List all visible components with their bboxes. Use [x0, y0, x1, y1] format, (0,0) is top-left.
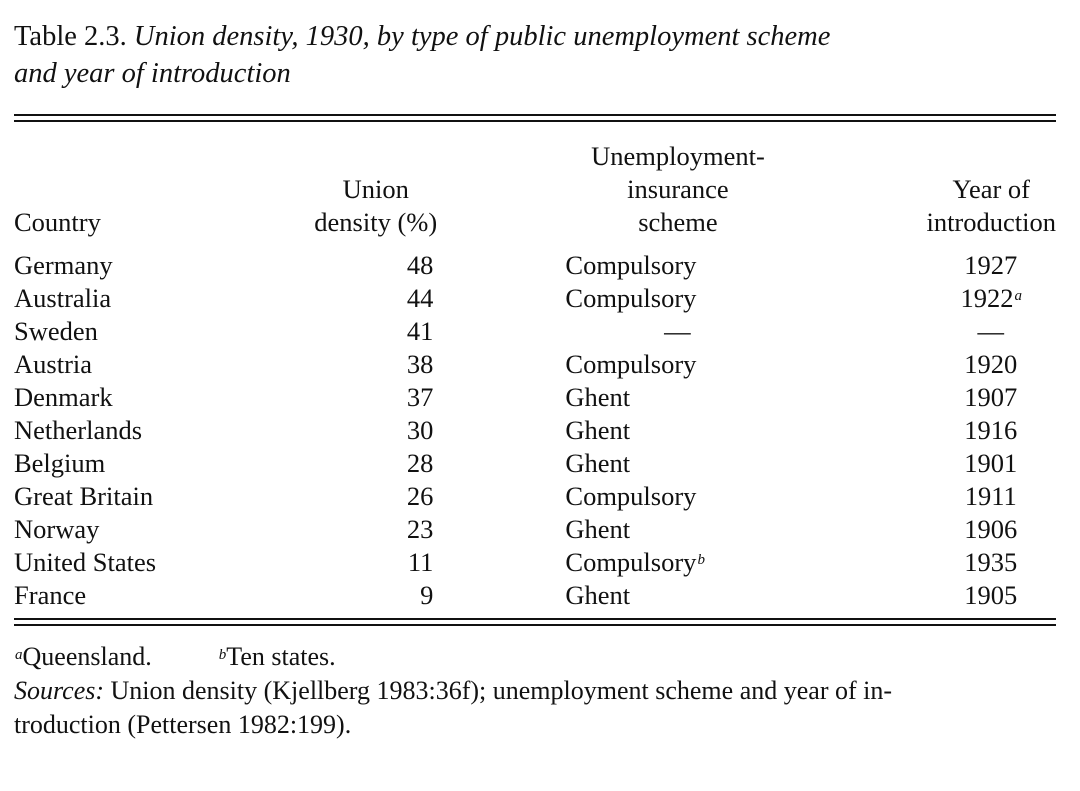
cell-density: 30	[406, 415, 434, 445]
header-scheme: Unemployment- insurance scheme	[591, 141, 765, 237]
table-title-line2: and year of introduction	[14, 58, 291, 89]
table-caption: Table 2.3. Union density, 1930, by type …	[14, 18, 1056, 92]
table-notes: aQueensland. bTen states. Sources: Union …	[14, 640, 1056, 742]
cell-year: 1901	[964, 448, 1018, 478]
top-double-rule	[14, 114, 1056, 122]
header-density: Union density (%)	[314, 174, 438, 237]
cell-scheme: Compulsory	[565, 349, 697, 379]
cell-country: Denmark	[14, 382, 113, 412]
cell-scheme: Compulsory	[565, 481, 697, 511]
cell-density: 28	[406, 448, 434, 478]
cell-density: 37	[406, 382, 434, 412]
cell-scheme: Ghent	[565, 415, 631, 445]
cell-country: Sweden	[14, 316, 98, 346]
cell-year: 1906	[964, 514, 1018, 544]
cell-year: —	[977, 316, 1004, 346]
footnote-b-mark: b	[218, 647, 227, 663]
table-row: Denmark 37 Ghent 1907	[14, 381, 1056, 414]
cell-density: 41	[406, 316, 434, 346]
cell-year: 1922a	[960, 283, 1022, 313]
cell-scheme: Compulsoryb	[565, 547, 705, 577]
cell-country: Germany	[14, 250, 113, 280]
cell-country: Austria	[14, 349, 93, 379]
cell-density: 38	[406, 349, 434, 379]
sources-line1: Sources: Union density (Kjellberg 1983:3…	[14, 674, 1056, 708]
footnote-line: aQueensland. bTen states.	[14, 640, 1056, 674]
sources-text-line1: Union density (Kjellberg 1983:36f); unem…	[110, 676, 893, 705]
cell-density: 11	[407, 547, 434, 577]
header-row: Country Union density (%) Unemployment- …	[14, 140, 1056, 239]
table-label: Table 2.3.	[14, 21, 127, 52]
cell-year: 1911	[964, 481, 1017, 511]
cell-year: 1907	[964, 382, 1018, 412]
header-country: Country	[14, 207, 101, 237]
cell-scheme: Ghent	[565, 580, 631, 610]
cell-country: Great Britain	[14, 481, 154, 511]
cell-scheme: Compulsory	[565, 283, 697, 313]
cell-scheme: —	[664, 316, 691, 346]
table-row: Germany 48 Compulsory 1927	[14, 249, 1056, 282]
table-row: Netherlands 30 Ghent 1916	[14, 414, 1056, 447]
cell-country: United States	[14, 547, 157, 577]
cell-scheme: Ghent	[565, 448, 631, 478]
cell-density: 26	[406, 481, 434, 511]
table-row: Great Britain 26 Compulsory 1911	[14, 480, 1056, 513]
table-row: Norway 23 Ghent 1906	[14, 513, 1056, 546]
footnote-marker: b	[697, 552, 705, 568]
cell-year: 1935	[964, 547, 1018, 577]
cell-density: 23	[406, 514, 434, 544]
header-year: Year of introduction	[926, 174, 1056, 237]
cell-country: Belgium	[14, 448, 106, 478]
table-row: Sweden 41 — —	[14, 315, 1056, 348]
footnote-a-mark: a	[15, 647, 23, 663]
table-body: Germany 48 Compulsory 1927 Australia 44 Compul…	[14, 249, 1056, 612]
footnote-b: Ten states.	[226, 642, 336, 671]
union-density-table: Country Union density (%) Unemployment- …	[14, 140, 1056, 612]
cell-country: France	[14, 580, 87, 610]
table-row: Australia 44 Compulsory 1922a	[14, 282, 1056, 315]
cell-scheme: Ghent	[565, 514, 631, 544]
sources-line2: troduction (Pettersen 1982:199).	[14, 710, 352, 739]
bottom-double-rule	[14, 618, 1056, 626]
sources-label: Sources:	[14, 676, 105, 705]
table-row: United States 11 Compulsoryb 1935	[14, 546, 1056, 579]
table-row: France 9 Ghent 1905	[14, 579, 1056, 612]
cell-density: 44	[406, 283, 434, 313]
cell-year: 1916	[964, 415, 1018, 445]
cell-year: 1927	[964, 250, 1018, 280]
document-page: Table 2.3. Union density, 1930, by type …	[14, 18, 1056, 742]
cell-country: Australia	[14, 283, 112, 313]
cell-scheme: Ghent	[565, 382, 631, 412]
table-title-line1: Union density, 1930, by type of public u…	[133, 21, 831, 52]
table-row: Austria 38 Compulsory 1920	[14, 348, 1056, 381]
table-row: Belgium 28 Ghent 1901	[14, 447, 1056, 480]
cell-year: 1905	[964, 580, 1018, 610]
cell-country: Netherlands	[14, 415, 143, 445]
cell-scheme: Compulsory	[565, 250, 697, 280]
cell-density: 48	[406, 250, 434, 280]
cell-country: Norway	[14, 514, 100, 544]
footnote-a: Queensland.	[22, 642, 152, 671]
footnote-marker: a	[1014, 288, 1022, 304]
cell-year: 1920	[964, 349, 1018, 379]
cell-density: 9	[420, 580, 434, 610]
